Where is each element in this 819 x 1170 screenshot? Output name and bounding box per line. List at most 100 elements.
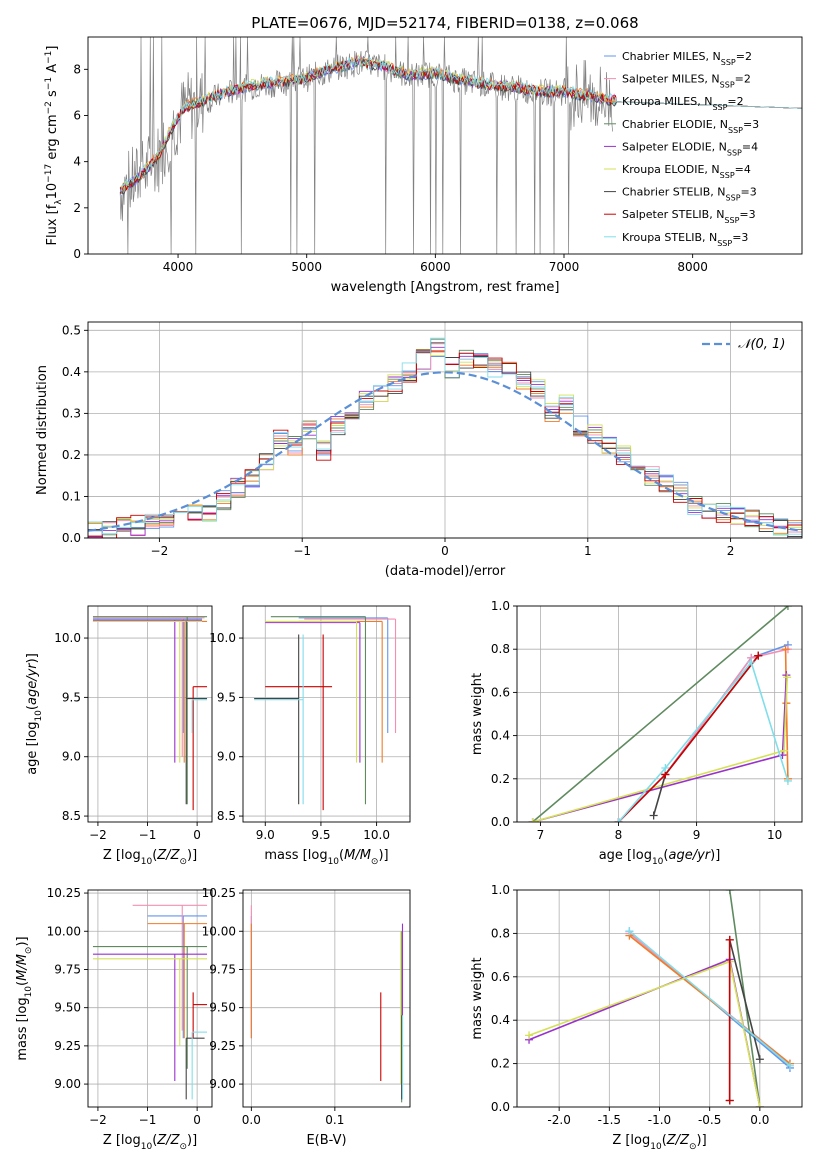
x-axis-label: mass [log10(M/M⊙)] [264, 848, 388, 867]
legend-subscript: SSP [726, 193, 741, 202]
y-axis-label-part: 10 [45, 183, 60, 200]
x-axis-label-part: ( [339, 848, 344, 863]
x-axis-label-part: Z/Z [666, 1133, 690, 1148]
y-axis-label-part: ⊙ [24, 947, 34, 955]
x-tick-label: 2 [727, 544, 735, 558]
legend-value: =3 [743, 118, 759, 131]
y-axis-label-part: M/M [15, 954, 30, 981]
y-axis-label-part: λ [54, 199, 64, 205]
x-tick-label: 0.1 [325, 1113, 344, 1127]
legend-subscript: SSP [717, 238, 732, 247]
y-tick-label: 0 [73, 247, 81, 261]
x-tick-label: 6000 [420, 260, 451, 274]
y-tick-label: 9.5 [62, 690, 81, 704]
mass-weight-marker [528, 818, 537, 822]
legend-entry: Salpeter STELIB, NSSP=3 [622, 208, 756, 225]
plot-area [119, 37, 802, 254]
y-axis-label-part: A [45, 64, 60, 77]
mass-weight-marker [781, 645, 790, 654]
mass-weight-marker [614, 818, 623, 822]
y-tick-label: 9.0 [217, 750, 236, 764]
x-axis-label-part: Z [log [103, 848, 141, 863]
x-axis-label: (data-model)/error [385, 564, 506, 579]
axes-frame [516, 605, 803, 823]
x-axis-label-part: (data-model)/error [385, 564, 506, 579]
x-tick-label: -0.5 [698, 1113, 721, 1127]
legend-value: =3 [739, 208, 755, 221]
y-tick-label: 0.2 [491, 1057, 510, 1071]
x-tick-label: 5000 [291, 260, 322, 274]
x-tick-label: 10.0 [363, 828, 390, 842]
mass-weight-line-kroupa-elodie [528, 960, 761, 1107]
y-tick-label: 9.50 [209, 1001, 236, 1015]
y-tick-label: 10.0 [209, 631, 236, 645]
x-tick-label: 9 [693, 828, 701, 842]
y-tick-label: 0.4 [62, 365, 81, 379]
x-tick-label: −2 [89, 828, 107, 842]
axes-frame [242, 605, 411, 823]
y-axis-label-part: mass weight [470, 673, 485, 755]
y-axis-label-part: s [45, 90, 60, 101]
legend-label: Chabrier MILES, N [622, 50, 721, 63]
y-axis-label: mass weight [470, 957, 485, 1039]
x-axis-label-part: ( [663, 848, 668, 863]
x-axis-label-part: age [log [599, 848, 652, 863]
y-axis-label-part: 10 [34, 710, 44, 722]
x-tick-label: 1 [584, 544, 592, 558]
x-axis-label-part: age/yr [668, 848, 711, 863]
x-axis-label: Z [log10(Z/Z⊙)] [612, 1133, 706, 1152]
legend-value: =3 [741, 186, 757, 199]
y-tick-label: 10.00 [202, 924, 236, 938]
y-tick-label: 0.6 [491, 970, 510, 984]
x-axis-label-part: 10 [141, 1142, 153, 1152]
legend-label: Salpeter STELIB, N [622, 208, 724, 221]
legend-subscript: SSP [712, 103, 727, 112]
y-tick-label: 0.2 [491, 772, 510, 786]
mass-vs-extinction-panel: 0.0 0.1 9.00 9.25 9.50 9.75 10.00 10.25 E(B-V) [202, 886, 411, 1148]
y-axis-label-part: −1 [44, 77, 54, 90]
y-tick-label: 6 [73, 108, 81, 122]
y-tick-label: 0.6 [491, 685, 510, 699]
x-axis-label-part: mass [log [264, 848, 327, 863]
plot-area [250, 905, 404, 1103]
x-tick-label: 9.5 [311, 828, 330, 842]
y-axis-label-part: ( [15, 981, 30, 986]
x-axis-label-part: )] [710, 848, 720, 863]
legend-entry: Kroupa STELIB, NSSP=3 [622, 231, 748, 248]
mass-weight-marker [649, 811, 658, 820]
model-spectrum-kroupa-stelib [120, 55, 802, 192]
x-tick-label: 8 [615, 828, 623, 842]
y-tick-label: 8 [73, 62, 81, 76]
y-axis-label-part: age [log [25, 722, 40, 775]
y-tick-label: 0.2 [62, 448, 81, 462]
x-axis-label-part: 10 [652, 857, 664, 867]
mass-weight-marker [725, 935, 734, 944]
y-tick-label: 1.0 [491, 599, 510, 613]
legend-value: =2 [727, 95, 743, 108]
mass-weight-line-kroupa-stelib [617, 660, 789, 822]
legend-subscript: SSP [720, 171, 735, 180]
y-tick-label: 0.5 [62, 323, 81, 337]
y-axis-label: age [log10(age/yr)] [25, 653, 44, 775]
x-axis-label-part: 10 [650, 1142, 662, 1152]
x-axis-label: wavelength [Angstrom, rest frame] [331, 280, 560, 295]
legend-entry: Chabrier ELODIE, NSSP=3 [622, 118, 759, 135]
y-axis-label-part: −1 [44, 51, 54, 64]
y-tick-label: 10.25 [47, 886, 81, 900]
mass-weight-marker [725, 890, 734, 894]
plot-area [528, 606, 792, 822]
mass-weight-marker [785, 1061, 794, 1070]
legend-subscript: SSP [721, 58, 736, 67]
y-axis-label-part: erg cm [45, 114, 60, 163]
y-tick-label: 0.0 [491, 815, 510, 829]
legend-entry: Chabrier MILES, NSSP=2 [622, 50, 752, 67]
legend-label: Kroupa MILES, N [622, 95, 712, 108]
legend-value: =2 [736, 50, 752, 63]
x-tick-label: −1 [139, 1113, 157, 1127]
y-axis-label-part: ( [25, 705, 40, 710]
legend-label: Kroupa ELODIE, N [622, 163, 720, 176]
legend-entry: 𝒩(0, 1) [738, 337, 785, 352]
mass-weight-line-kroupa-stelib [628, 930, 791, 1067]
x-axis-label-part: M/M [344, 848, 371, 863]
y-axis-label-part: mass [log [15, 997, 30, 1060]
